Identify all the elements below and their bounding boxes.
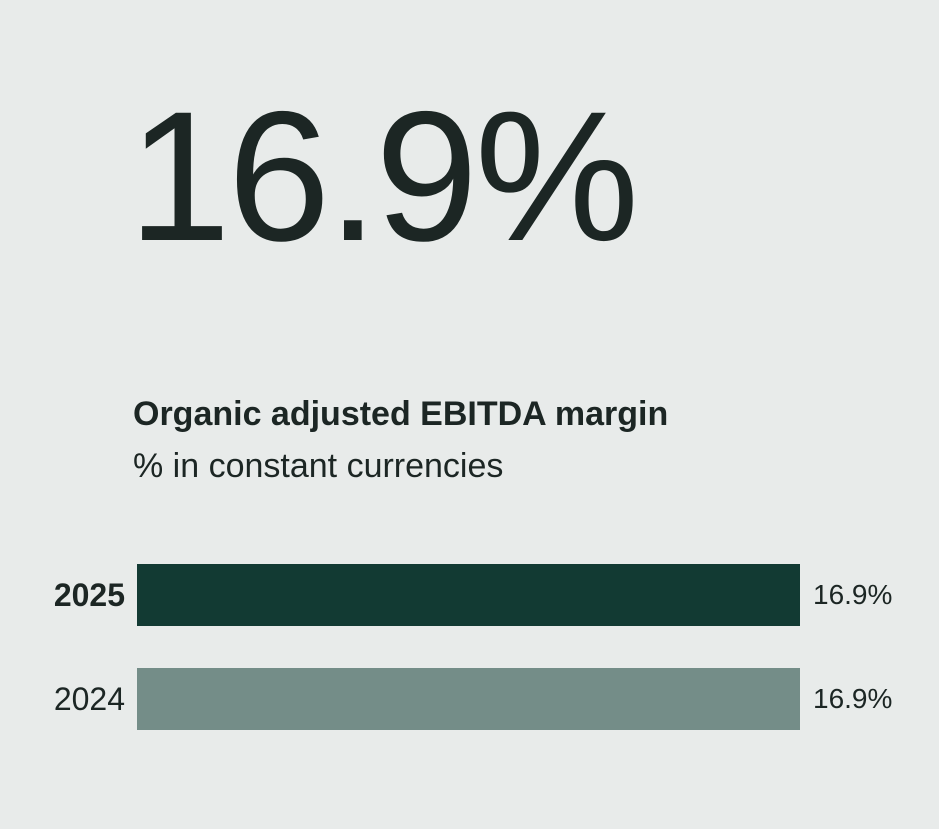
value-label-2024: 16.9% [813,683,893,714]
bar-row-2025: 2025 16.9% [0,564,939,626]
bar-row-2024: 2024 16.9% [0,668,939,730]
chart-title-block: Organic adjusted EBITDA margin % in cons… [133,388,668,492]
bar-track [137,564,800,626]
bar-track [137,668,800,730]
chart-title: Organic adjusted EBITDA margin [133,395,669,433]
value-label-2025: 16.9% [813,579,893,610]
bar-2024 [137,668,800,730]
bar-chart: 2025 16.9% 2024 16.9% [0,564,939,730]
chart-subtitle: % in constant currencies [133,447,504,485]
category-label-2025: 2025 [53,576,125,613]
bar-2025 [137,564,800,626]
category-label-2024: 2024 [53,680,125,717]
headline-value: 16.9% [128,74,639,280]
